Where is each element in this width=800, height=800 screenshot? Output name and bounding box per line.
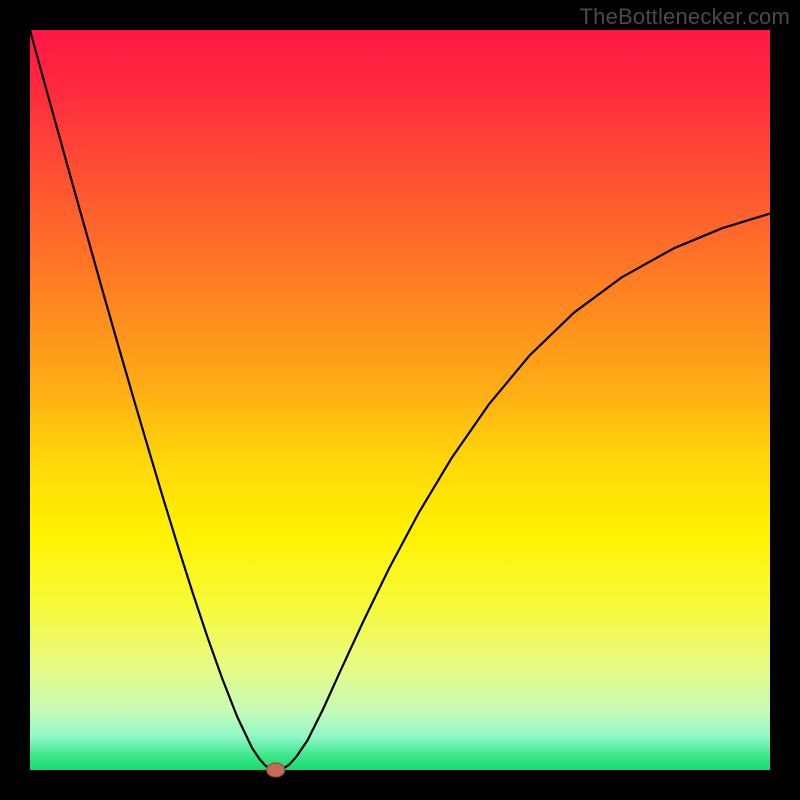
plot-background-gradient (30, 30, 770, 770)
bottleneck-chart (0, 0, 800, 800)
optimal-point-marker (267, 763, 285, 777)
watermark-text: TheBottlenecker.com (580, 4, 790, 30)
chart-container: TheBottlenecker.com (0, 0, 800, 800)
